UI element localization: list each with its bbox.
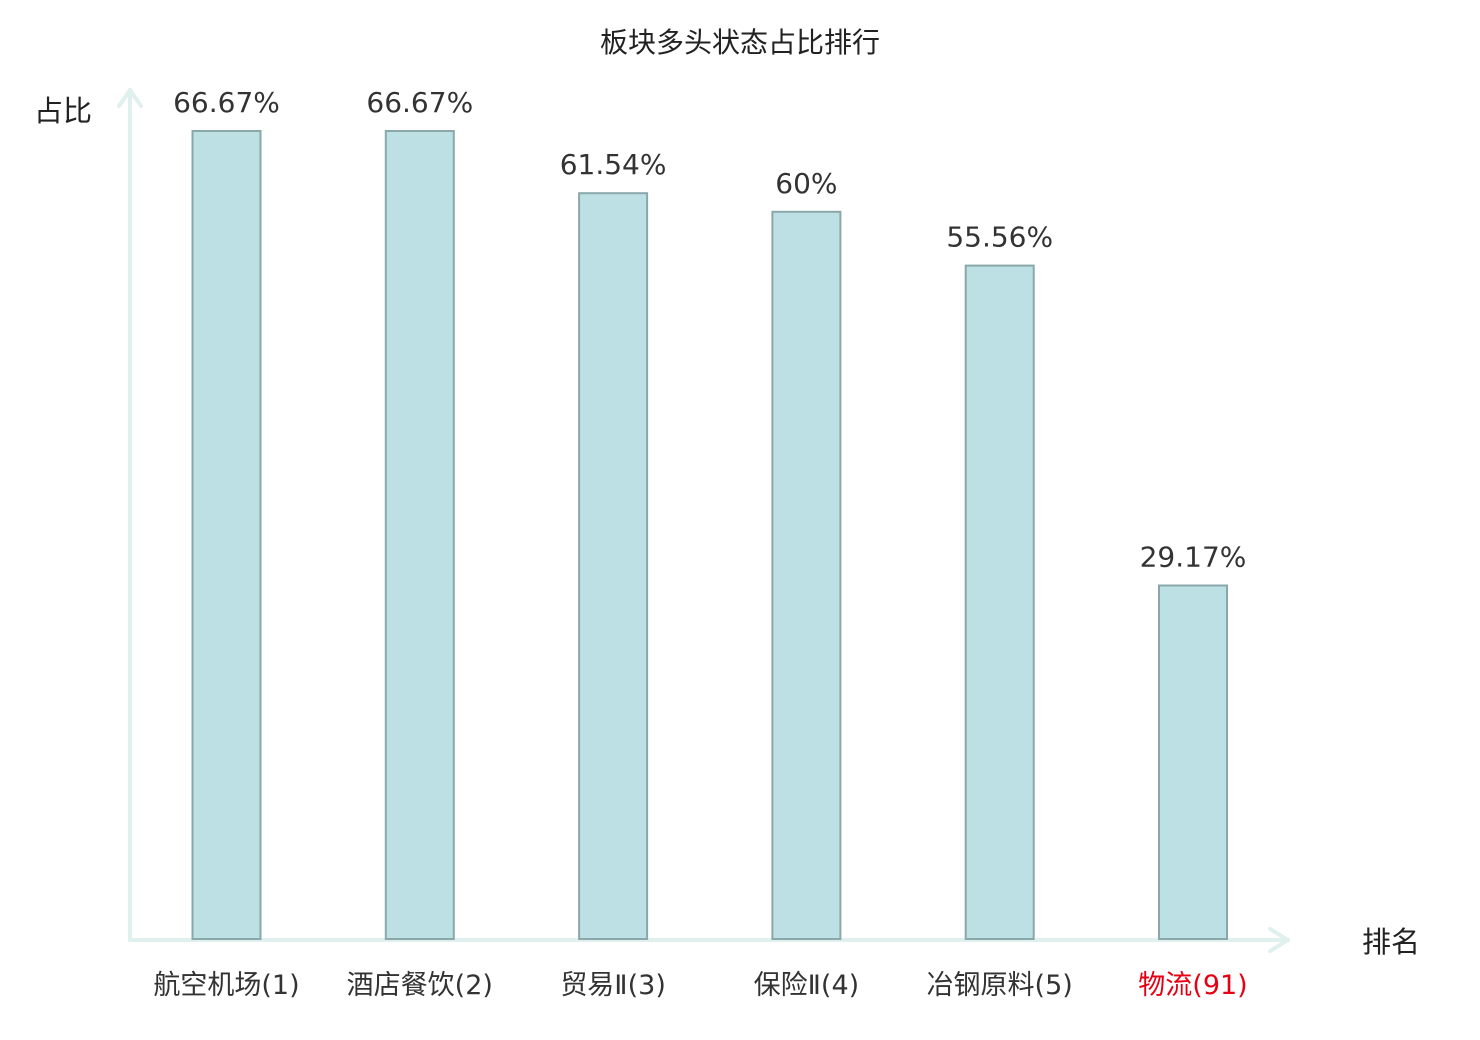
- bar-value-label: 61.54%: [560, 148, 667, 181]
- bar: [1158, 584, 1228, 940]
- bar-value-label: 66.67%: [173, 86, 280, 119]
- category-tick-label: 保险Ⅱ(4): [754, 970, 860, 1001]
- axes: [117, 88, 1290, 953]
- value-labels: 66.67% 66.67% 61.54% 60% 55.56% 29.17%: [173, 86, 1246, 574]
- category-tick-label: 酒店餐饮(2): [347, 970, 493, 1001]
- bar: [191, 130, 262, 940]
- chart-title: 板块多头状态占比排行: [600, 26, 880, 59]
- category-labels: 航空机场(1) 酒店餐饮(2) 贸易Ⅱ(3) 保险Ⅱ(4) 冶钢原料(5) 物流(91): [153, 970, 1247, 1001]
- y-axis-label: 占比: [34, 94, 92, 128]
- bar: [964, 264, 1035, 941]
- category-tick-label: 贸易Ⅱ(3): [560, 970, 666, 1001]
- category-tick-label: 物流(91): [1138, 970, 1247, 1001]
- bars: [191, 130, 1228, 941]
- bar-value-label: 66.67%: [366, 86, 473, 119]
- x-axis-arrow: [1268, 927, 1290, 953]
- category-tick-label: 冶钢原料(5): [927, 970, 1073, 1001]
- bar: [578, 192, 649, 940]
- x-axis-label: 排名: [1362, 925, 1420, 959]
- y-axis-arrow: [117, 88, 143, 108]
- category-tick-label: 航空机场(1): [153, 970, 299, 1001]
- bar-value-label: 55.56%: [946, 221, 1053, 254]
- bar-value-label: 60%: [775, 167, 837, 200]
- bar: [771, 210, 842, 941]
- bar: [384, 130, 455, 940]
- bar-value-label: 29.17%: [1140, 541, 1247, 574]
